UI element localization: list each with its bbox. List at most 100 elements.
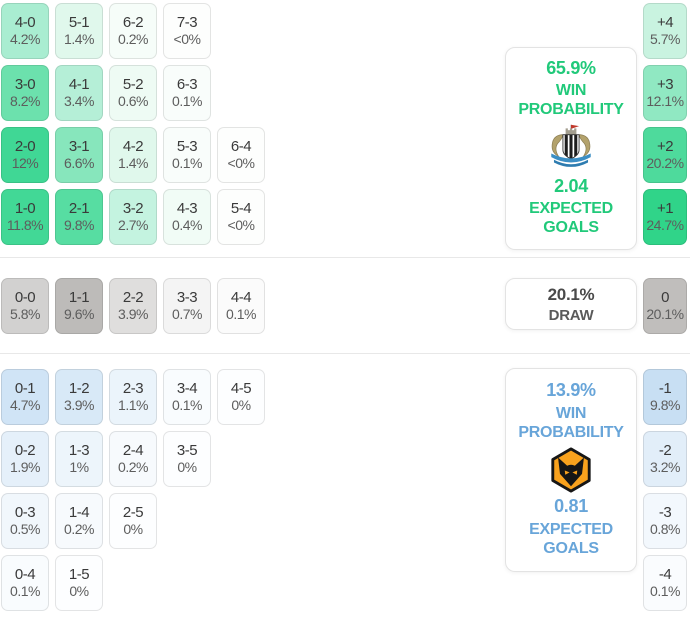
goal-diff-cell: +2 20.2% xyxy=(643,127,687,183)
scoreline-cell: 0-2 1.9% xyxy=(1,431,49,487)
scoreline-cell: 2-2 3.9% xyxy=(109,278,157,334)
scoreline-cell: 0-4 0.1% xyxy=(1,555,49,611)
cell-row: 0-1 4.7% 1-2 3.9% 2-3 1.1% 3-4 0.1% 4-5 0% xyxy=(1,369,265,425)
probability-label: 12% xyxy=(11,155,39,172)
probability-label: 0.1% xyxy=(172,155,202,172)
probability-label: 0% xyxy=(177,459,197,476)
scoreline-label: 2-5 xyxy=(122,503,144,521)
goal-diff-cell: 0 20.1% xyxy=(643,278,687,334)
scoreline-label: 0-0 xyxy=(14,288,36,306)
probability-label: 1.4% xyxy=(64,31,94,48)
probability-label: <0% xyxy=(173,31,201,48)
home-win-probability-label: WIN PROBABILITY xyxy=(518,81,624,118)
goal-diff-label: 0 xyxy=(661,288,669,306)
scoreline-cell: 3-4 0.1% xyxy=(163,369,211,425)
scoreline-cell: 2-0 12% xyxy=(1,127,49,183)
cell-row: 2-0 12% 3-1 6.6% 4-2 1.4% 5-3 0.1% 6-4 <0% xyxy=(1,127,265,183)
scoreline-cell: 0-3 0.5% xyxy=(1,493,49,549)
probability-label: 8.2% xyxy=(10,93,40,110)
wolverhampton-wanderers-crest-icon xyxy=(551,447,591,493)
scoreline-cell: 2-4 0.2% xyxy=(109,431,157,487)
probability-label: 3.2% xyxy=(650,459,680,476)
scoreline-label: 3-2 xyxy=(122,199,144,217)
probability-label: 5.7% xyxy=(650,31,680,48)
draw-probability-value: 20.1% xyxy=(547,284,595,304)
scoreline-label: 6-2 xyxy=(122,13,144,31)
probability-label: <0% xyxy=(227,217,255,234)
scoreline-label: 2-0 xyxy=(14,137,36,155)
probability-label: 0% xyxy=(123,521,143,538)
goal-diff-label: -1 xyxy=(658,379,672,397)
probability-label: 0% xyxy=(231,397,251,414)
scoreline-cell: 1-0 11.8% xyxy=(1,189,49,245)
probability-label: 0.2% xyxy=(118,459,148,476)
scoreline-label: 3-4 xyxy=(176,379,198,397)
scoreline-label: 2-3 xyxy=(122,379,144,397)
goal-diff-cell: -3 0.8% xyxy=(643,493,687,549)
away-expected-goals-label: EXPECTED GOALS xyxy=(529,521,613,557)
probability-label: 0.4% xyxy=(172,217,202,234)
away-win-probability-label: WIN PROBABILITY xyxy=(518,405,624,441)
probability-label: 1.9% xyxy=(10,459,40,476)
home-expected-goals-label: EXPECTED GOALS xyxy=(529,200,613,237)
scoreline-label: 0-1 xyxy=(14,379,36,397)
scoreline-label: 1-3 xyxy=(68,441,90,459)
scoreline-label: 4-3 xyxy=(176,199,198,217)
goal-diff-cell: -2 3.2% xyxy=(643,431,687,487)
scoreline-label: 1-4 xyxy=(68,503,90,521)
probability-label: 0.5% xyxy=(10,521,40,538)
scoreline-cell: 4-2 1.4% xyxy=(109,127,157,183)
cell-row: 4-0 4.2% 5-1 1.4% 6-2 0.2% 7-3 <0% xyxy=(1,3,265,59)
scoreline-cell: 4-3 0.4% xyxy=(163,189,211,245)
scoreline-label: 3-1 xyxy=(68,137,90,155)
cell-row: 0-4 0.1% 1-5 0% xyxy=(1,555,265,611)
scoreline-cell: 1-4 0.2% xyxy=(55,493,103,549)
scoreline-label: 1-0 xyxy=(14,199,36,217)
probability-label: 6.6% xyxy=(64,155,94,172)
probability-label: 0.6% xyxy=(118,93,148,110)
scoreline-cell: 1-1 9.6% xyxy=(55,278,103,334)
cell-row: 0-2 1.9% 1-3 1% 2-4 0.2% 3-5 0% xyxy=(1,431,265,487)
scoreline-cell: 0-1 4.7% xyxy=(1,369,49,425)
scoreline-label: 0-3 xyxy=(14,503,36,521)
probability-label: 1.4% xyxy=(118,155,148,172)
probability-label: 0.7% xyxy=(172,306,202,323)
probability-label: 2.7% xyxy=(118,217,148,234)
scoreline-cell: 7-3 <0% xyxy=(163,3,211,59)
goal-diff-cell: +4 5.7% xyxy=(643,3,687,59)
scoreline-cell: 6-3 0.1% xyxy=(163,65,211,121)
scoreline-label: 5-1 xyxy=(68,13,90,31)
draw-probability-label: DRAW xyxy=(548,306,594,324)
scoreline-cell: 2-5 0% xyxy=(109,493,157,549)
goal-diff-label: -2 xyxy=(658,441,672,459)
scoreline-cell: 4-5 0% xyxy=(217,369,265,425)
probability-label: 9.8% xyxy=(64,217,94,234)
scoreline-label: 2-2 xyxy=(122,288,144,306)
probability-label: 0.1% xyxy=(172,397,202,414)
probability-label: 1% xyxy=(69,459,89,476)
away-win-probability-panel: 13.9% WIN PROBABILITY 0.81 EXPECTED GOAL… xyxy=(505,368,637,572)
scoreline-label: 6-4 xyxy=(230,137,252,155)
probability-label: 0.2% xyxy=(64,521,94,538)
probability-label: 3.4% xyxy=(64,93,94,110)
probability-label: 0.8% xyxy=(650,521,680,538)
scoreline-label: 1-1 xyxy=(68,288,90,306)
goal-diff-label: -3 xyxy=(658,503,672,521)
scoreline-cell: 6-4 <0% xyxy=(217,127,265,183)
scoreline-cell: 2-1 9.8% xyxy=(55,189,103,245)
divider-draw-loss xyxy=(0,353,690,354)
scoreline-cell: 1-2 3.9% xyxy=(55,369,103,425)
scoreline-label: 3-0 xyxy=(14,75,36,93)
scoreline-label: 3-3 xyxy=(176,288,198,306)
probability-label: 11.8% xyxy=(6,217,44,234)
scoreline-label: 2-1 xyxy=(68,199,90,217)
away-win-probability-value: 13.9% xyxy=(546,380,596,401)
cell-row: 0-0 5.8% 1-1 9.6% 2-2 3.9% 3-3 0.7% 4-4 0.1% xyxy=(1,278,265,334)
home-expected-goals-value: 2.04 xyxy=(554,176,588,197)
probability-label: <0% xyxy=(227,155,255,172)
probability-label: 1.1% xyxy=(118,397,148,414)
goal-diff-label: -4 xyxy=(658,565,672,583)
scoreline-label: 0-4 xyxy=(14,565,36,583)
scoreline-cell: 3-1 6.6% xyxy=(55,127,103,183)
